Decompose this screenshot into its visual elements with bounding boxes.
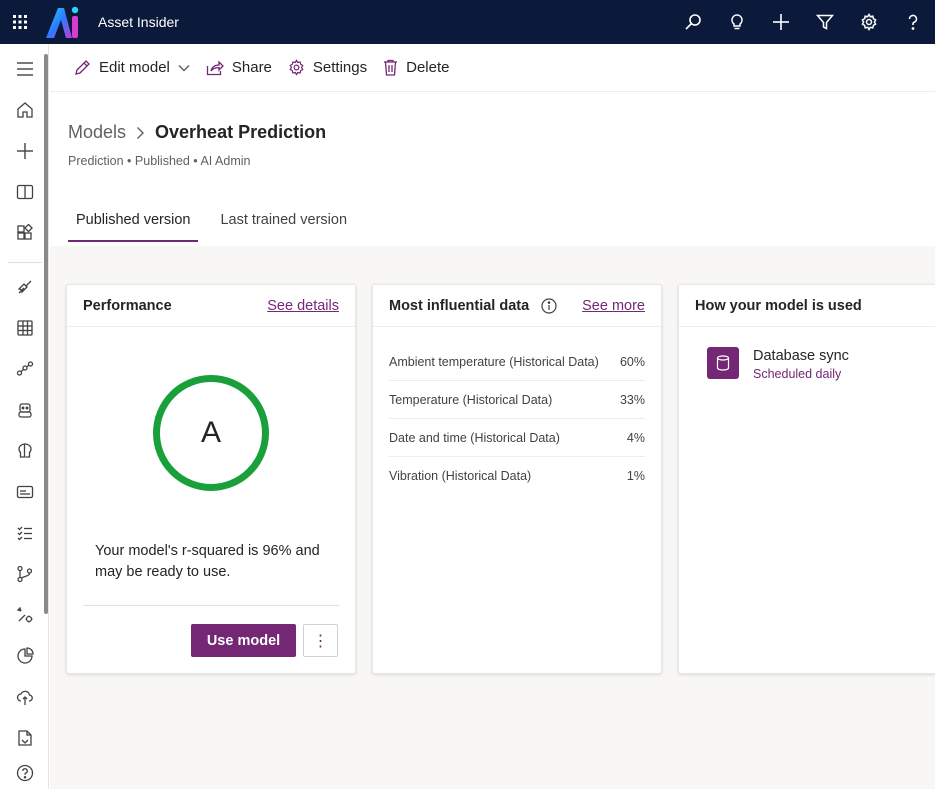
settings-icon[interactable] [12,602,38,628]
gear-icon [289,59,304,76]
factor-name: Date and time (Historical Data) [389,430,560,445]
filter-icon[interactable] [803,0,847,44]
grade-letter: A [200,416,221,449]
insights-icon[interactable] [12,643,38,669]
model-meta: Prediction • Published • AI Admin [68,154,251,168]
apps-icon[interactable] [12,220,38,246]
settings-label: Settings [312,59,368,76]
factor-value: 33% [619,392,645,407]
git-icon[interactable] [12,561,38,587]
rail-scrollbar[interactable] [44,54,48,614]
ai-models-icon[interactable] [12,438,38,464]
usage-card-header: How your model is used [679,285,935,327]
settings-button[interactable]: Settings [288,59,367,76]
breadcrumb: Models Overheat Prediction [68,122,326,143]
delete-label: Delete [406,59,450,76]
gear-icon[interactable] [847,0,891,44]
info-icon[interactable] [541,297,557,314]
list-item: Date and time (Historical Data) 4% [389,419,645,457]
usage-item-name: Database sync [753,348,849,364]
factor-name: Temperature (Historical Data) [389,392,553,407]
add-icon[interactable] [759,0,803,44]
more-options-button[interactable]: ⋮ [303,624,338,657]
factor-value: 1% [626,469,645,483]
help-icon[interactable] [12,760,38,786]
usage-title: How your model is used [695,297,862,314]
home-icon[interactable] [12,97,38,123]
waffle-icon[interactable] [0,0,40,44]
factor-name: Vibration (Historical Data) [389,469,532,483]
influential-data-card: Most influential data See more Ambient t… [372,284,662,674]
tab-last-trained-version[interactable]: Last trained version [220,212,348,228]
influential-card-header: Most influential data See more [373,285,661,327]
factor-value: 4% [626,430,645,445]
page-header: Models Overheat Prediction Prediction • … [50,92,935,246]
factor-value: 60% [619,354,645,369]
command-bar: Edit model Share Settings Delete [50,44,935,92]
search-icon[interactable] [671,0,715,44]
share-icon [206,59,224,75]
page-title: Overheat Prediction [155,122,327,142]
chevron-right-icon [136,126,145,140]
rail-divider [8,262,42,263]
solutions-icon[interactable] [12,479,38,505]
chevron-down-icon[interactable] [178,64,190,72]
use-model-button[interactable]: Use model [191,624,296,657]
breadcrumb-models-link[interactable]: Models [68,122,127,142]
create-icon[interactable] [12,138,38,164]
connections-icon[interactable] [12,356,38,382]
influential-title: Most influential data [389,297,530,314]
cloud-icon[interactable] [12,684,38,710]
edit-model-button[interactable]: Edit model [74,59,190,76]
help-icon[interactable] [891,0,935,44]
tables-icon[interactable] [12,315,38,341]
trash-icon [384,59,398,76]
learn-icon[interactable] [12,179,38,205]
version-tabs: Published version Last trained version [68,210,369,242]
lightbulb-icon[interactable] [715,0,759,44]
share-label: Share [231,59,272,76]
hamburger-icon[interactable] [12,56,38,82]
usage-item[interactable]: Database sync Scheduled daily [707,347,849,381]
list-item: Temperature (Historical Data) 33% [389,381,645,419]
usage-item-schedule: Scheduled daily [753,367,842,381]
model-usage-card: How your model is used Database sync Sch… [678,284,935,674]
performance-message: Your model's r-squared is 96% and may be… [95,543,320,580]
main-content: Performance See details A Your model's r… [50,246,935,789]
performance-card: Performance See details A Your model's r… [66,284,356,674]
left-nav-rail [0,44,49,789]
performance-card-header: Performance See details [67,285,355,327]
more-vertical-icon: ⋮ [312,632,329,650]
list-item: Vibration (Historical Data) 1% [389,457,645,495]
tab-published-version[interactable]: Published version [68,210,199,242]
app-logo [40,0,84,44]
influential-list: Ambient temperature (Historical Data) 60… [389,343,645,495]
share-button[interactable]: Share [206,59,272,76]
list-item: Ambient temperature (Historical Data) 60… [389,343,645,381]
see-details-link[interactable]: See details [267,297,339,314]
grade-ring: A [153,375,269,491]
database-icon [707,347,739,379]
performance-divider [83,605,339,606]
top-bar: Asset Insider [0,0,935,44]
app-title: Asset Insider [98,14,179,30]
files-icon[interactable] [12,725,38,751]
edit-model-label: Edit model [99,59,170,76]
pencil-icon [75,60,90,75]
factor-name: Ambient temperature (Historical Data) [389,354,599,369]
chatbots-icon[interactable] [12,397,38,423]
performance-title: Performance [83,297,172,314]
flows-icon[interactable] [12,274,38,300]
process-icon[interactable] [12,520,38,546]
see-more-link[interactable]: See more [582,297,645,314]
delete-button[interactable]: Delete [383,59,449,76]
